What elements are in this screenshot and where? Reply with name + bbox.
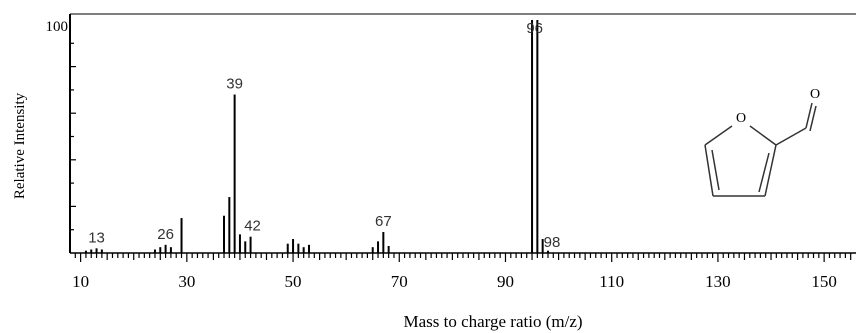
- peak-labels: 13 26 39 42 67 96 98: [88, 20, 560, 251]
- peak-label-39: 39: [226, 76, 243, 93]
- peak-label-98: 98: [544, 234, 561, 251]
- y-tick-label-100: 100: [46, 19, 69, 35]
- peak-label-96: 96: [526, 20, 543, 37]
- peak-label-13: 13: [88, 229, 105, 246]
- peak-bars: [84, 20, 549, 253]
- x-tick-label-130: 130: [705, 272, 731, 291]
- x-tick-label-90: 90: [497, 272, 514, 291]
- ring-bond-c4-c5: [704, 144, 714, 197]
- x-tick-label-10: 10: [72, 272, 89, 291]
- carbonyl-bond-2: [809, 105, 817, 132]
- ring-bond-c4-c5-inner: [711, 149, 720, 191]
- ring-bond-c3-c3-inner: [758, 152, 770, 193]
- x-tick-label-70: 70: [391, 272, 408, 291]
- ring-oxygen-label: O: [736, 111, 746, 126]
- peak-label-42: 42: [244, 218, 261, 235]
- x-tick-label-50: 50: [285, 272, 302, 291]
- peak-label-67: 67: [375, 213, 392, 230]
- aldehyde-bond: [775, 127, 807, 146]
- x-tick-label-110: 110: [599, 272, 624, 291]
- x-tick-label-150: 150: [811, 272, 837, 291]
- ring-bond-c2-c3: [764, 144, 777, 197]
- furfural-structure-diagram: [704, 102, 817, 197]
- carbonyl-bond-1: [805, 102, 813, 129]
- chart-axes: [69, 13, 856, 254]
- x-axis-label: Mass to charge ratio (m/z): [403, 312, 582, 331]
- peak-label-26: 26: [157, 226, 174, 243]
- ring-bond-c5-o: [704, 125, 733, 146]
- carbonyl-oxygen-label: O: [810, 87, 820, 102]
- ring-bond-o-c2: [749, 125, 777, 146]
- x-tick-label-30: 30: [178, 272, 195, 291]
- y-axis-label: Relative Intensity: [12, 92, 28, 199]
- x-axis-ticks: 10 30 50 70 90 110 130 150: [72, 253, 852, 291]
